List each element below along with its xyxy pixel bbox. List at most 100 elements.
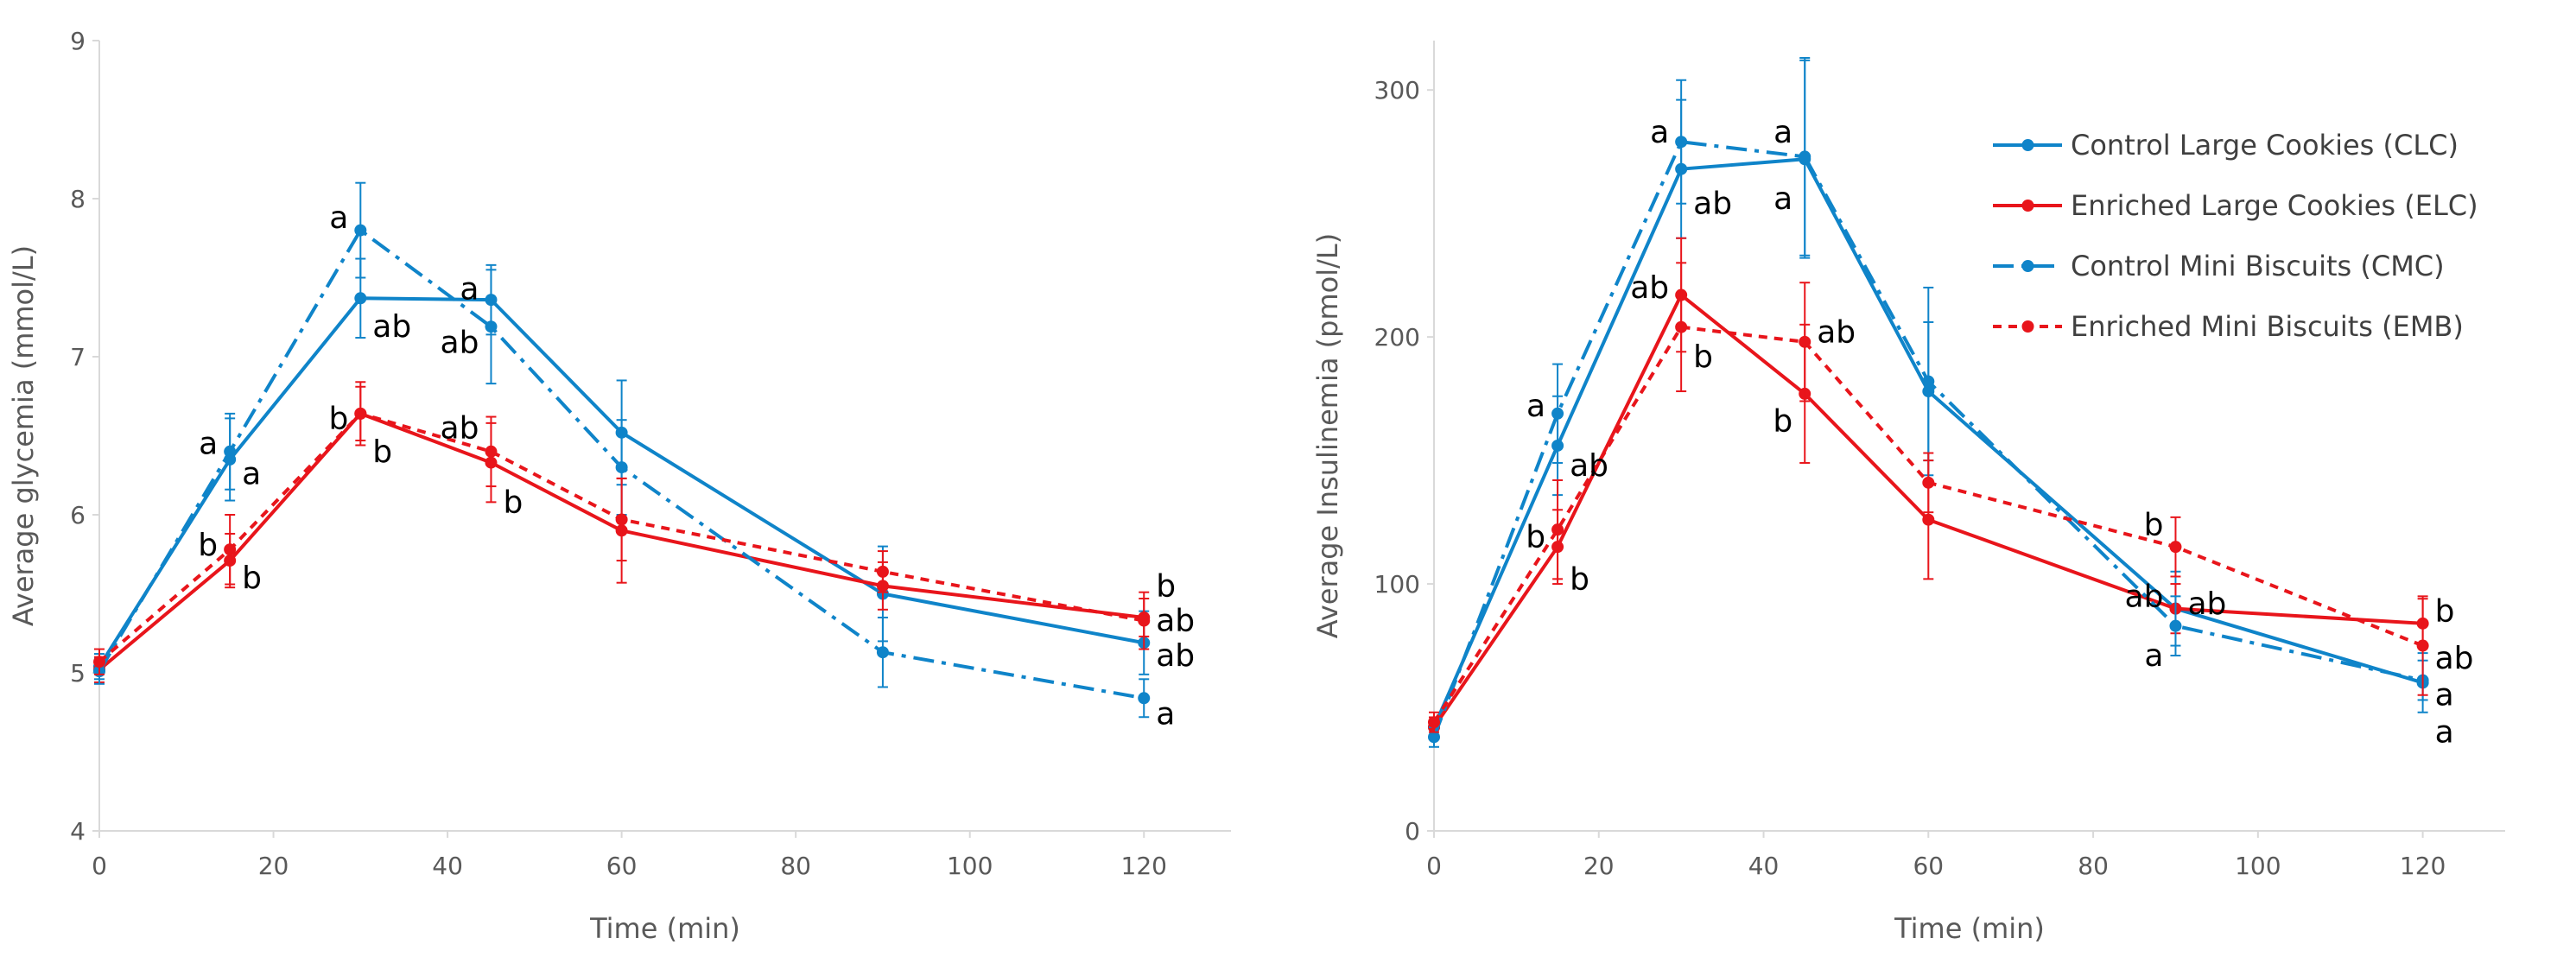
significance-label: ab — [2187, 586, 2226, 622]
data-point — [615, 513, 628, 526]
y-tick-label: 4 — [70, 817, 86, 846]
significance-label: ab — [1156, 638, 1195, 674]
significance-label: b — [198, 528, 218, 563]
legend-entry: Control Large Cookies (CLC) — [2071, 129, 2459, 162]
significance-label: ab — [1693, 187, 1732, 222]
significance-label: a — [2435, 678, 2454, 713]
y-tick-label: 200 — [1374, 323, 1420, 352]
significance-label: ab — [1570, 448, 1608, 484]
legend-swatch-marker — [2021, 260, 2034, 272]
series-enriched-mini-biscuits-emb — [93, 381, 1151, 675]
significance-label: a — [1773, 115, 1792, 150]
series-enriched-mini-biscuits-emb — [1428, 262, 2429, 733]
x-tick-label: 20 — [1583, 852, 1615, 880]
x-tick-label: 0 — [92, 852, 107, 880]
legend-entry: Enriched Mini Biscuits (EMB) — [2071, 310, 2464, 343]
data-point — [2416, 639, 2429, 652]
significance-label: b — [328, 401, 348, 436]
x-axis-title: Time (min) — [1894, 912, 2045, 945]
significance-label: ab — [1817, 314, 1856, 350]
data-point — [1922, 375, 1935, 388]
significance-label: b — [1693, 339, 1713, 375]
significance-label: ab — [2435, 641, 2474, 676]
data-point — [2169, 619, 2182, 632]
x-tick-label: 60 — [1913, 852, 1944, 880]
x-tick-label: 40 — [432, 852, 463, 880]
significance-label: a — [1526, 389, 1545, 424]
x-tick-label: 20 — [258, 852, 289, 880]
significance-label: b — [2435, 594, 2455, 630]
data-point — [354, 224, 367, 237]
x-tick-label: 100 — [2235, 852, 2281, 880]
series-control-mini-biscuits-cmc — [93, 181, 1151, 719]
data-point — [93, 656, 105, 669]
y-tick-label: 7 — [70, 343, 86, 371]
y-tick-label: 9 — [70, 27, 86, 55]
y-tick-label: 5 — [70, 659, 86, 688]
data-point — [224, 445, 237, 458]
significance-label: b — [1526, 520, 1545, 555]
data-point — [1675, 136, 1688, 149]
insulinemia-chart: 0 100 200 300 0 20 40 60 80 100 120 Time (min) Avera… — [1311, 41, 2505, 945]
significance-label: b — [503, 485, 523, 520]
significance-label: ab — [2125, 579, 2164, 614]
significance-label: b — [242, 561, 262, 596]
x-axis-title: Time (min) — [589, 912, 740, 945]
data-point — [876, 646, 889, 659]
significance-label: a — [1650, 115, 1669, 150]
data-point — [1551, 407, 1564, 420]
significance-label: ab — [372, 309, 411, 345]
data-point — [1675, 320, 1688, 333]
data-point — [354, 292, 367, 305]
y-tick-label: 100 — [1374, 570, 1420, 599]
significance-label: a — [1156, 697, 1175, 732]
data-point — [485, 445, 498, 458]
significance-label: b — [1156, 568, 1176, 604]
data-point — [1922, 476, 1935, 489]
y-tick-label: 0 — [1405, 817, 1420, 846]
y-tick-label: 6 — [70, 501, 86, 529]
x-tick-label: 0 — [1426, 852, 1442, 880]
significance-label: b — [1570, 561, 1589, 597]
y-axis-title: Average glycemia (mmol/L) — [7, 245, 40, 626]
significance-label: a — [460, 271, 479, 307]
significance-label: a — [329, 200, 348, 236]
significance-label: ab — [441, 326, 479, 361]
data-point — [1428, 731, 1440, 744]
x-tick-label: 80 — [780, 852, 811, 880]
data-point — [224, 543, 237, 556]
x-tick-label: 40 — [1748, 852, 1780, 880]
y-tick-label: 300 — [1374, 76, 1420, 105]
legend-entry: Enriched Large Cookies (ELC) — [2071, 189, 2478, 222]
x-tick-label: 60 — [606, 852, 638, 880]
data-point — [2169, 541, 2182, 554]
significance-label: a — [2144, 638, 2163, 674]
glycemia-chart: 4 5 6 7 8 9 0 20 40 60 80 100 120 Time (min) Average g… — [7, 27, 1231, 945]
data-point — [1138, 614, 1151, 627]
x-tick-label: 100 — [947, 852, 993, 880]
legend-entry: Control Mini Biscuits (CMC) — [2071, 250, 2445, 282]
legend-swatch-marker — [2021, 320, 2034, 333]
significance-label: b — [1773, 403, 1792, 439]
y-tick-label: 8 — [70, 185, 86, 213]
significance-label: ab — [1156, 604, 1195, 639]
significance-label: b — [2144, 507, 2164, 542]
data-point — [1799, 150, 1811, 163]
significance-label: ab — [441, 410, 479, 446]
data-point — [1799, 335, 1811, 348]
x-tick-label: 120 — [2400, 852, 2446, 880]
data-point — [1138, 692, 1151, 705]
data-point — [1922, 513, 1935, 526]
significance-label: ab — [1630, 270, 1669, 306]
x-tick-label: 120 — [1121, 852, 1167, 880]
data-point — [615, 461, 628, 474]
legend: Control Large Cookies (CLC) Enriched Larg… — [1993, 129, 2478, 343]
significance-label: a — [199, 427, 218, 462]
x-tick-label: 80 — [2078, 852, 2109, 880]
data-point — [354, 407, 367, 420]
data-point — [1428, 716, 1440, 729]
y-axis-title: Average Insulinemia (pmol/L) — [1311, 233, 1344, 638]
significance-label: a — [1773, 181, 1792, 217]
data-point — [1551, 523, 1564, 536]
